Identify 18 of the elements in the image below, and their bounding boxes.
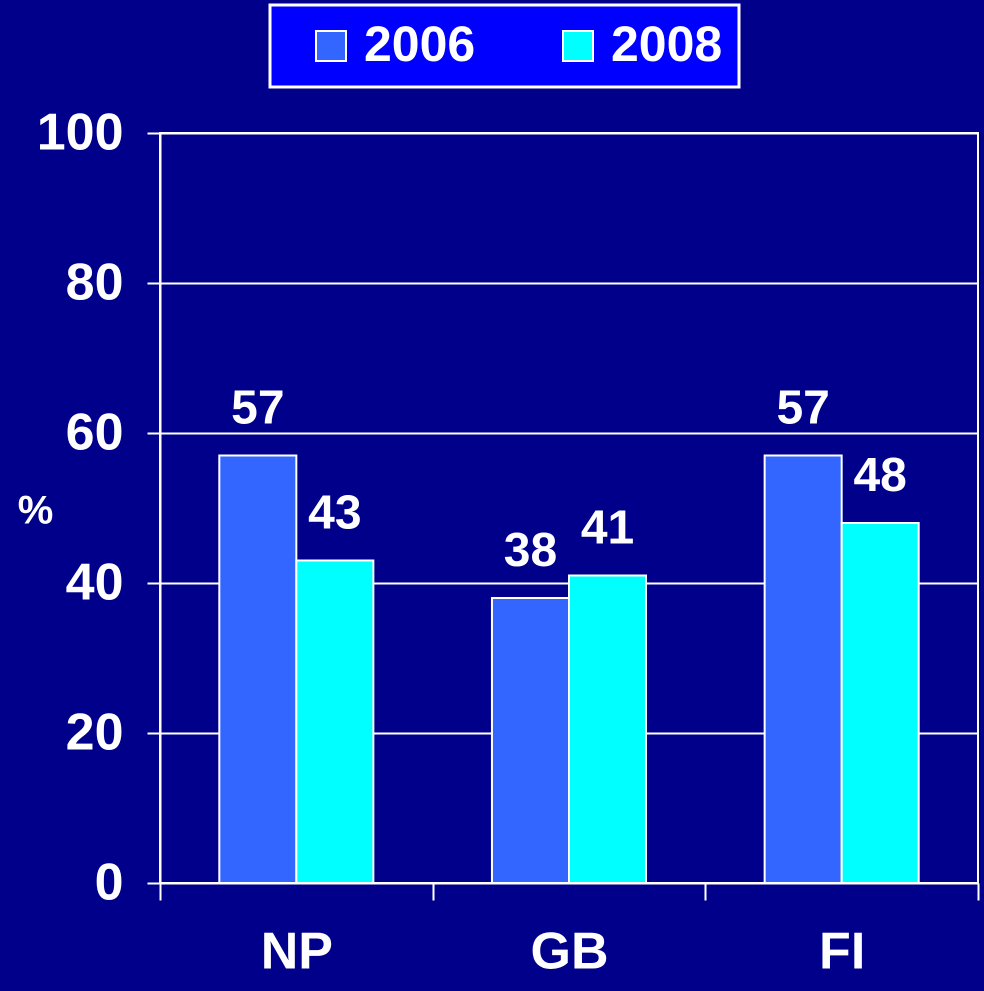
legend-label: 2008 bbox=[611, 16, 722, 72]
data-label: 38 bbox=[504, 524, 558, 577]
x-tick-label: NP bbox=[260, 922, 333, 980]
data-label: 48 bbox=[853, 449, 907, 502]
data-label: 41 bbox=[580, 502, 634, 554]
y-tick-label: 60 bbox=[66, 404, 124, 462]
x-tick-label: GB bbox=[530, 922, 608, 980]
y-tick-label: 100 bbox=[36, 104, 124, 162]
legend-label: 2006 bbox=[364, 16, 476, 72]
x-tick-label: FI bbox=[819, 922, 866, 980]
data-label: 43 bbox=[308, 486, 362, 540]
y-axis-title: % bbox=[18, 488, 54, 532]
y-tick-label: 20 bbox=[66, 704, 124, 762]
y-tick-label: 40 bbox=[66, 554, 124, 612]
data-label: 57 bbox=[776, 382, 830, 434]
y-tick-label: 80 bbox=[66, 254, 124, 312]
data-label: 57 bbox=[231, 382, 285, 434]
y-tick-label: 0 bbox=[94, 854, 124, 912]
